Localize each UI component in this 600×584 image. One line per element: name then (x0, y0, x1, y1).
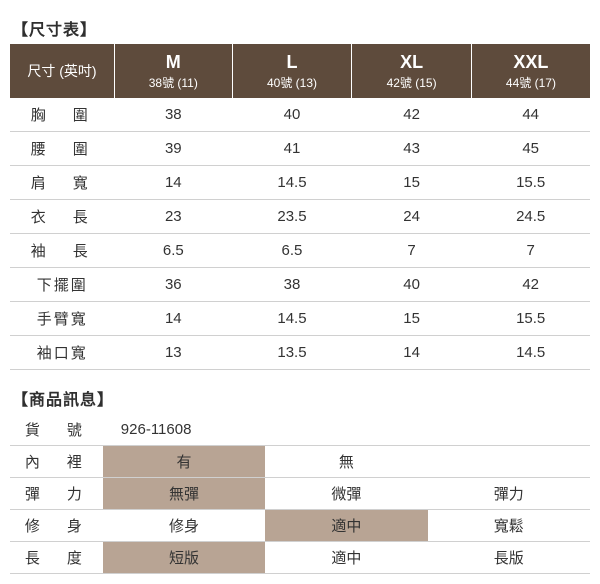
table-row: 長 度短版適中長版 (10, 541, 590, 573)
cell-value: 23.5 (232, 199, 352, 233)
cell-value: 15.5 (471, 165, 590, 199)
size-col-main: XL (356, 52, 467, 74)
table-row: 內 裡有無 (10, 445, 590, 477)
cell-value: 24 (352, 199, 472, 233)
size-col-l: L 40號 (13) (232, 44, 352, 98)
cell-value: 41 (232, 131, 352, 165)
size-col-main: L (237, 52, 348, 74)
table-row: 袖口寬1313.51414.5 (10, 335, 590, 369)
cell-value: 14.5 (471, 335, 590, 369)
cell-value: 40 (232, 98, 352, 132)
table-row: 肩 寬1414.51515.5 (10, 165, 590, 199)
table-row: 腰 圍39414345 (10, 131, 590, 165)
info-table: 貨 號926-11608內 裡有無彈 力無彈微彈彈力修 身修身適中寬鬆長 度短版… (10, 414, 590, 574)
table-row: 袖 長6.56.577 (10, 233, 590, 267)
cell-value: 7 (352, 233, 472, 267)
size-col-sub: 38號 (11) (119, 76, 228, 90)
row-label: 袖口寬 (10, 335, 114, 369)
size-col-xxl: XXL 44號 (17) (471, 44, 590, 98)
size-table-header-row: 尺寸 (英吋) M 38號 (11) L 40號 (13) XL 42號 (15… (10, 44, 590, 98)
size-col-xl: XL 42號 (15) (352, 44, 472, 98)
size-col-sub: 44號 (17) (476, 76, 586, 90)
cell-value (428, 445, 590, 477)
row-label: 下擺圍 (10, 267, 114, 301)
cell-value: 38 (232, 267, 352, 301)
row-label: 胸 圍 (10, 98, 114, 132)
table-row: 下擺圍36384042 (10, 267, 590, 301)
cell-value: 微彈 (265, 477, 427, 509)
size-col-main: M (119, 52, 228, 74)
cell-value: 15.5 (471, 301, 590, 335)
cell-value: 14 (114, 165, 232, 199)
cell-value: 44 (471, 98, 590, 132)
cell-value: 45 (471, 131, 590, 165)
size-table: 尺寸 (英吋) M 38號 (11) L 40號 (13) XL 42號 (15… (10, 44, 590, 370)
size-section-title: 【尺寸表】 (12, 16, 590, 40)
cell-value: 適中 (265, 509, 427, 541)
cell-value: 13.5 (232, 335, 352, 369)
row-label: 長 度 (10, 541, 103, 573)
table-row: 彈 力無彈微彈彈力 (10, 477, 590, 509)
row-label: 腰 圍 (10, 131, 114, 165)
row-label: 衣 長 (10, 199, 114, 233)
cell-value: 7 (471, 233, 590, 267)
table-row: 貨 號926-11608 (10, 414, 590, 446)
row-label: 肩 寬 (10, 165, 114, 199)
cell-value: 36 (114, 267, 232, 301)
cell-value: 40 (352, 267, 472, 301)
table-row: 胸 圍38404244 (10, 98, 590, 132)
size-col-sub: 42號 (15) (356, 76, 467, 90)
cell-value: 15 (352, 165, 472, 199)
cell-value: 彈力 (428, 477, 590, 509)
cell-value: 6.5 (232, 233, 352, 267)
cell-value: 15 (352, 301, 472, 335)
cell-value: 14.5 (232, 301, 352, 335)
table-row: 衣 長2323.52424.5 (10, 199, 590, 233)
table-row: 手臂寬1414.51515.5 (10, 301, 590, 335)
cell-value: 長版 (428, 541, 590, 573)
cell-value: 有 (103, 445, 265, 477)
cell-value: 無 (265, 445, 427, 477)
cell-value: 39 (114, 131, 232, 165)
cell-value: 926-11608 (103, 414, 590, 446)
size-col-main: XXL (476, 52, 586, 74)
cell-value: 23 (114, 199, 232, 233)
row-label: 手臂寬 (10, 301, 114, 335)
row-label: 內 裡 (10, 445, 103, 477)
cell-value: 42 (352, 98, 472, 132)
cell-value: 無彈 (103, 477, 265, 509)
cell-value: 6.5 (114, 233, 232, 267)
cell-value: 43 (352, 131, 472, 165)
cell-value: 24.5 (471, 199, 590, 233)
cell-value: 42 (471, 267, 590, 301)
cell-value: 修身 (103, 509, 265, 541)
cell-value: 短版 (103, 541, 265, 573)
size-col-m: M 38號 (11) (114, 44, 232, 98)
info-section-title: 【商品訊息】 (12, 386, 590, 410)
cell-value: 適中 (265, 541, 427, 573)
cell-value: 14 (352, 335, 472, 369)
size-col-sub: 40號 (13) (237, 76, 348, 90)
row-label: 修 身 (10, 509, 103, 541)
cell-value: 14 (114, 301, 232, 335)
cell-value: 寬鬆 (428, 509, 590, 541)
cell-value: 14.5 (232, 165, 352, 199)
row-label: 彈 力 (10, 477, 103, 509)
row-label: 貨 號 (10, 414, 103, 446)
size-table-header-label: 尺寸 (英吋) (10, 44, 114, 98)
cell-value: 38 (114, 98, 232, 132)
table-row: 修 身修身適中寬鬆 (10, 509, 590, 541)
cell-value: 13 (114, 335, 232, 369)
row-label: 袖 長 (10, 233, 114, 267)
